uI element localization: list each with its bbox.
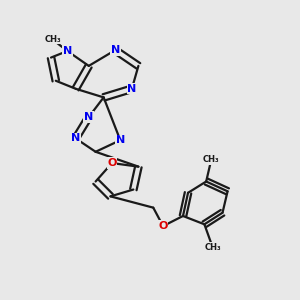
Text: CH₃: CH₃ xyxy=(203,155,220,164)
Text: CH₃: CH₃ xyxy=(44,35,61,44)
Text: N: N xyxy=(111,45,120,55)
Text: N: N xyxy=(127,84,136,94)
Text: N: N xyxy=(63,46,72,56)
Text: N: N xyxy=(71,134,80,143)
Text: O: O xyxy=(107,158,117,168)
Text: N: N xyxy=(116,135,125,145)
Text: O: O xyxy=(158,221,168,231)
Text: CH₃: CH₃ xyxy=(204,243,221,252)
Text: N: N xyxy=(84,112,93,122)
